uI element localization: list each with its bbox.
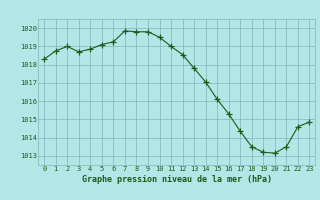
- X-axis label: Graphe pression niveau de la mer (hPa): Graphe pression niveau de la mer (hPa): [82, 175, 272, 184]
